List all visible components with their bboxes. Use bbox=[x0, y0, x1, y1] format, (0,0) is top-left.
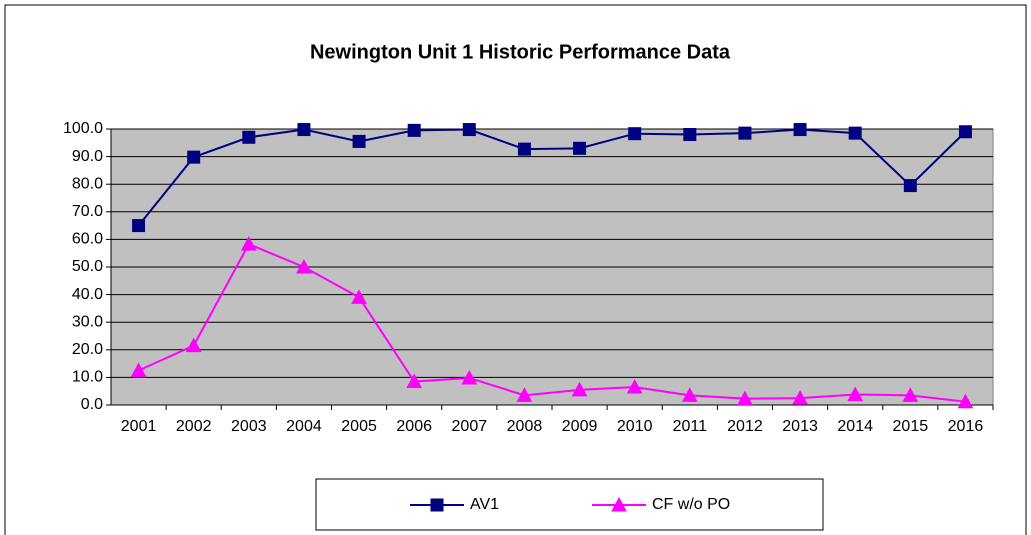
data-point bbox=[185, 337, 202, 353]
data-point bbox=[571, 381, 588, 397]
data-point bbox=[737, 390, 753, 406]
y-tick-label: 30.0 bbox=[72, 313, 103, 330]
x-tick-label: 2011 bbox=[673, 418, 708, 435]
x-tick-label: 2013 bbox=[782, 418, 818, 435]
series-line bbox=[137, 128, 967, 227]
y-tick-label: 0.0 bbox=[81, 396, 103, 413]
x-tick-label: 2016 bbox=[948, 418, 984, 435]
data-point bbox=[681, 387, 698, 402]
data-point bbox=[957, 393, 974, 409]
data-point bbox=[848, 126, 862, 140]
data-point bbox=[132, 219, 146, 233]
data-point bbox=[461, 369, 478, 385]
data-point bbox=[738, 126, 752, 140]
data-point bbox=[958, 125, 972, 139]
legend-marker bbox=[430, 498, 444, 512]
data-point bbox=[793, 123, 807, 137]
y-tick-label: 80.0 bbox=[72, 175, 103, 192]
data-point bbox=[626, 379, 643, 394]
data-point bbox=[792, 390, 808, 405]
x-tick-label: 2003 bbox=[231, 418, 267, 435]
x-tick-label: 2001 bbox=[121, 418, 157, 435]
data-point bbox=[683, 128, 697, 142]
series-line bbox=[138, 242, 966, 403]
y-tick-label: 50.0 bbox=[72, 258, 103, 275]
data-point bbox=[516, 387, 533, 402]
x-tick-label: 2008 bbox=[507, 418, 543, 435]
data-point bbox=[296, 258, 312, 274]
data-point bbox=[242, 130, 256, 144]
data-point bbox=[462, 123, 476, 137]
data-point bbox=[517, 142, 531, 156]
x-tick-label: 2006 bbox=[396, 418, 432, 435]
chart-title: Newington Unit 1 Historic Performance Da… bbox=[310, 41, 731, 63]
y-tick-label: 60.0 bbox=[72, 231, 103, 248]
x-tick-label: 2002 bbox=[176, 418, 212, 435]
data-point bbox=[406, 373, 423, 389]
data-point bbox=[628, 127, 642, 141]
x-tick-label: 2012 bbox=[727, 418, 763, 435]
data-point bbox=[352, 134, 366, 148]
y-tick-label: 70.0 bbox=[72, 203, 103, 220]
y-tick-label: 20.0 bbox=[72, 341, 103, 358]
data-point bbox=[297, 123, 311, 137]
x-tick-label: 2014 bbox=[837, 418, 873, 435]
y-tick-label: 40.0 bbox=[72, 286, 103, 303]
data-point bbox=[903, 179, 917, 193]
legend-box bbox=[315, 478, 824, 531]
data-point bbox=[130, 362, 147, 377]
y-tick-label: 10.0 bbox=[72, 369, 103, 386]
data-point bbox=[847, 386, 864, 402]
x-tick-label: 2005 bbox=[341, 418, 377, 435]
y-tick-label: 90.0 bbox=[72, 148, 103, 165]
x-tick-label: 2004 bbox=[286, 418, 322, 435]
legend-label: AV1 bbox=[470, 496, 499, 513]
x-tick-label: 2009 bbox=[562, 418, 598, 435]
data-point bbox=[573, 141, 587, 155]
y-tick-label: 100.0 bbox=[63, 120, 103, 137]
data-point bbox=[902, 387, 919, 402]
data-point bbox=[351, 289, 367, 304]
legend-marker bbox=[611, 496, 627, 512]
x-tick-label: 2015 bbox=[893, 418, 929, 435]
x-tick-label: 2010 bbox=[617, 418, 653, 435]
legend-label: CF w/o PO bbox=[652, 496, 730, 513]
data-point bbox=[187, 150, 201, 164]
x-tick-label: 2007 bbox=[452, 418, 488, 435]
data-point bbox=[240, 236, 257, 251]
data-point bbox=[407, 123, 421, 137]
